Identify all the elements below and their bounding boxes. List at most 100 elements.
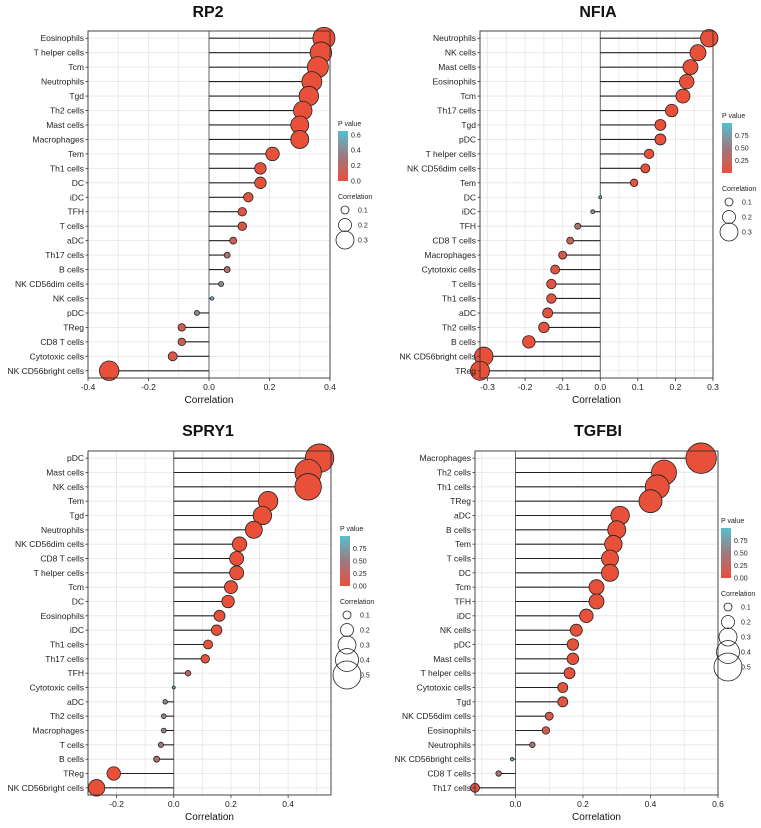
lollipop-point: [529, 741, 536, 748]
size-legend-circle: [340, 205, 350, 215]
category-label: T helper cells: [34, 568, 84, 578]
x-tick-label: 0.4: [282, 799, 294, 809]
x-tick-label: 0.0: [168, 799, 180, 809]
p-value-tick-label: 0.75: [734, 538, 748, 545]
category-label: T helper cells: [426, 149, 476, 159]
plot-frame: [474, 450, 719, 796]
p-value-tick-label: 0.75: [353, 546, 367, 553]
lollipop-point: [203, 639, 213, 650]
p-value-tick-label: 0.4: [351, 148, 361, 155]
lollipop-point: [231, 536, 248, 552]
category-label: iDC: [462, 207, 476, 217]
category-label: T cells: [447, 554, 471, 564]
category-label: pDC: [454, 640, 471, 650]
p-value-legend-title: P value: [338, 121, 361, 128]
category-label: Mast cells: [46, 468, 84, 478]
p-value-tick-label: 0.50: [734, 551, 748, 558]
correlation-size-legend: Correlation 0.1 0.2 0.3: [335, 194, 372, 250]
chart-title: RP2: [192, 4, 223, 21]
lollipop-point: [177, 323, 186, 332]
category-label: TReg: [450, 496, 471, 506]
lollipop-point: [254, 176, 267, 189]
category-label: Cytotoxic cells: [30, 351, 84, 361]
lollipop-point: [237, 221, 247, 231]
x-tick-label: -0.2: [141, 382, 156, 392]
category-label: Tcm: [455, 582, 471, 592]
lollipop-point: [87, 779, 106, 797]
size-legend-circle: [335, 230, 355, 250]
lollipop-point: [579, 608, 594, 623]
category-label: TFH: [454, 597, 471, 607]
p-value-legend: P value 0.75 0.50 0.25 0.00: [340, 526, 367, 591]
panel-tgfbi: TGFBI Macrophages Th2 cells Th1 cells TReg aD…: [394, 423, 755, 823]
lollipop-point: [574, 222, 582, 230]
lollipop-point: [160, 727, 167, 734]
category-label: aDC: [454, 511, 471, 521]
category-label: NK CD56bright cells: [7, 783, 84, 793]
plot-area: [88, 451, 331, 795]
lollipop-point: [265, 146, 280, 162]
p-value-tick-label: 0.25: [735, 158, 749, 165]
size-legend-circle: [724, 197, 734, 207]
category-label: CD8 T cells: [427, 769, 471, 779]
category-label: DC: [72, 597, 84, 607]
category-label: Eosinophils: [41, 33, 84, 43]
category-label: aDC: [459, 308, 476, 318]
size-legend-label: 0.5: [741, 665, 751, 672]
category-label: Neutrophils: [41, 525, 84, 535]
category-label: Tem: [68, 496, 84, 506]
lollipop-point: [162, 699, 168, 705]
lollipop-point: [550, 264, 561, 275]
x-tick-label: 0.2: [225, 799, 237, 809]
size-legend-label: 0.4: [360, 658, 370, 665]
category-label: NK cells: [445, 48, 476, 58]
p-value-legend: P value 0.75 0.50 0.25: [722, 113, 749, 173]
lollipop-point: [106, 766, 121, 781]
category-label: Eosinophils: [41, 611, 84, 621]
lollipop-point: [566, 638, 580, 651]
category-label: Macrophages: [419, 453, 471, 463]
category-label: Tcm: [68, 62, 84, 72]
x-tick-label: 0.3: [707, 382, 719, 392]
lollipop-point: [223, 266, 231, 273]
p-value-colorbar: [340, 536, 350, 586]
correlation-size-legend: Correlation 0.1 0.2 0.3: [719, 186, 756, 242]
size-legend-circle: [338, 218, 352, 232]
category-label: iDC: [70, 192, 84, 202]
category-label: Th2 cells: [50, 711, 84, 721]
size-legend-label: 0.3: [741, 635, 751, 642]
lollipop-point: [290, 130, 310, 149]
lollipop-point: [160, 713, 167, 719]
size-legend-title: Correlation: [721, 591, 755, 598]
size-legend-label: 0.2: [741, 620, 751, 627]
category-label: T cells: [60, 221, 84, 231]
panel-rp2: RP2 Eosinophils T helper cells Tcm Neutrophi…: [7, 4, 372, 406]
x-tick-label: 0.1: [632, 382, 644, 392]
chart-title: TGFBI: [574, 423, 622, 440]
x-tick-label: 0.0: [510, 799, 522, 809]
category-label: Mast cells: [46, 120, 84, 130]
size-legend-title: Correlation: [340, 599, 374, 606]
size-legend-circle: [718, 627, 738, 647]
category-label: Th2 cells: [50, 106, 84, 116]
p-value-legend-title: P value: [340, 526, 363, 533]
x-tick-label: -0.1: [555, 382, 570, 392]
category-label: Macrophages: [32, 726, 84, 736]
category-label: pDC: [459, 134, 476, 144]
category-label: B cells: [451, 337, 476, 347]
correlation-size-legend: Correlation 0.1 0.2 0.3 0.4 0.5: [332, 599, 374, 690]
category-label: Neutrophils: [41, 77, 84, 87]
category-label: Th17 cells: [437, 106, 476, 116]
category-label: NK cells: [440, 625, 471, 635]
category-label: Tgd: [461, 120, 476, 130]
x-tick-label: 0.2: [670, 382, 682, 392]
p-value-legend-title: P value: [721, 518, 744, 525]
lollipop-point: [210, 624, 223, 636]
p-value-tick-label: 0.6: [351, 132, 361, 139]
category-label: Th17 cells: [45, 250, 84, 260]
x-axis-label: Correlation: [185, 395, 234, 406]
category-label: B cells: [446, 525, 471, 535]
x-tick-label: 0.2: [577, 799, 589, 809]
category-label: iDC: [457, 611, 471, 621]
